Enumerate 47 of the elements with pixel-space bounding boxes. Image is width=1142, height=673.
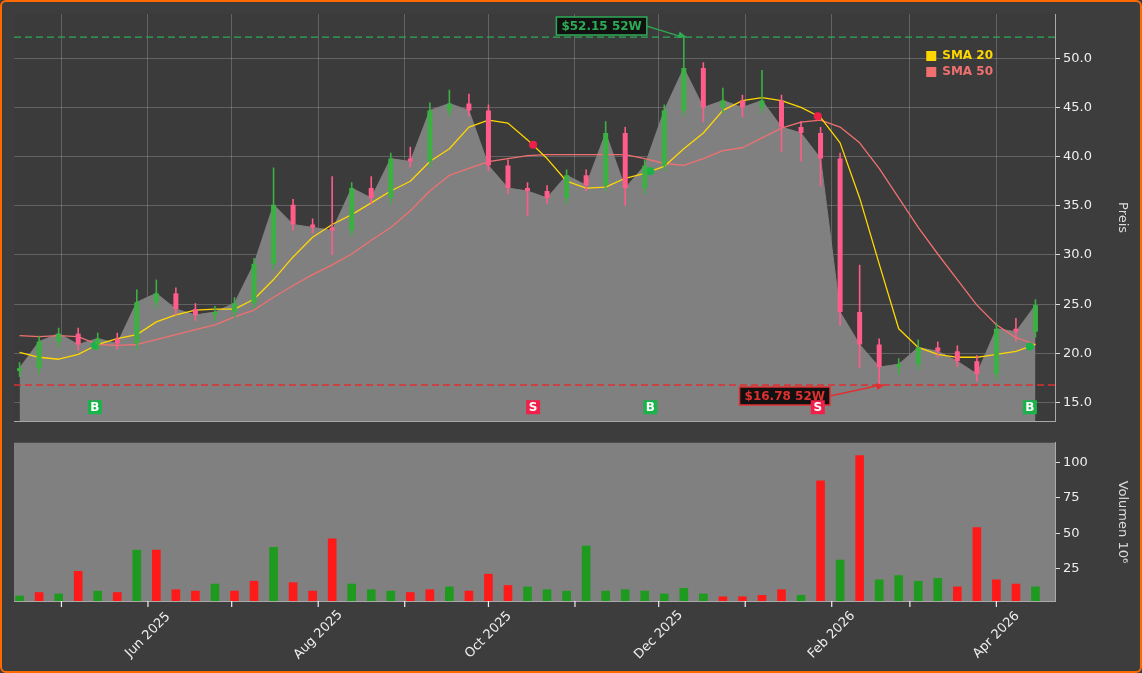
point (646, 167, 655, 176)
candlestick (544, 184, 550, 205)
annotation: S (528, 400, 538, 415)
candlestick (525, 181, 531, 217)
candlestick (212, 305, 218, 322)
candlestick (798, 120, 804, 163)
candlestick (153, 278, 159, 309)
candlestick (75, 326, 81, 352)
candlestick (173, 286, 179, 316)
y-tick-label: 30.0 (1063, 246, 1092, 262)
y-axis-title: Volumen 10⁶ (1115, 480, 1131, 564)
candlestick (505, 158, 511, 195)
point (1025, 342, 1034, 351)
annotation: $52.15 52W (561, 19, 642, 34)
point (813, 112, 822, 121)
y-tick-label: 50 (1063, 524, 1080, 540)
y-tick-label: 75 (1063, 489, 1080, 505)
candlestick (407, 145, 413, 169)
annotation: B (90, 400, 100, 415)
y-tick-label: 50.0 (1063, 49, 1092, 65)
y-tick-label: 20.0 (1063, 344, 1092, 360)
annotation: B (1025, 400, 1035, 415)
y-tick-label: 15.0 (1063, 393, 1092, 409)
candlestick (896, 357, 902, 376)
candlestick (231, 296, 237, 319)
y-axis-title: Preis (1115, 202, 1131, 234)
legend-label: SMA 50 (942, 64, 993, 79)
candlestick (56, 326, 62, 349)
y-tick-label: 45.0 (1063, 98, 1092, 114)
y-tick-label: 100 (1063, 453, 1088, 469)
candlestick (368, 175, 374, 205)
candlestick (974, 354, 980, 383)
annotation: S (813, 400, 823, 415)
point (529, 140, 538, 149)
legend-label: SMA 20 (942, 48, 993, 63)
candlestick (954, 344, 960, 368)
y-tick-label: 25 (1063, 559, 1080, 575)
candlestick (290, 198, 296, 232)
annotation: B (645, 400, 655, 415)
y-tick-label: 35.0 (1063, 197, 1092, 213)
candlestick (564, 168, 570, 205)
candlestick (915, 338, 921, 371)
y-tick-label: 25.0 (1063, 295, 1092, 311)
y-tick-label: 40.0 (1063, 147, 1092, 163)
candlestick (583, 168, 589, 192)
candlestick (1013, 317, 1019, 343)
candlestick (329, 175, 335, 256)
